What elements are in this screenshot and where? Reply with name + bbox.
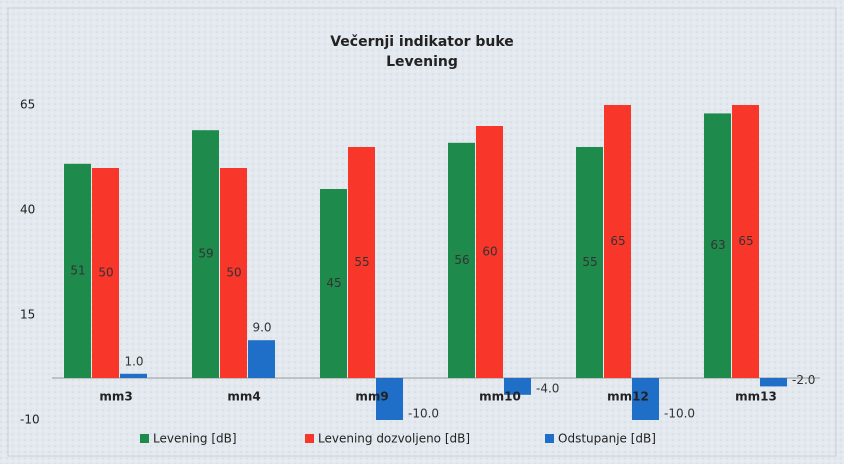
bar	[704, 113, 731, 379]
x-tick-label: mm3	[99, 390, 132, 404]
legend-swatch	[305, 434, 314, 443]
y-tick-label: 40	[20, 203, 35, 217]
data-label: 63	[710, 238, 725, 252]
y-tick-label: -10	[20, 413, 40, 427]
data-label: -10.0	[664, 407, 695, 421]
bar	[604, 105, 631, 378]
x-tick-label: mm12	[607, 390, 649, 404]
bar	[376, 378, 403, 420]
data-label: 45	[326, 276, 341, 290]
x-tick-label: mm10	[479, 390, 521, 404]
y-tick-label: 65	[20, 98, 35, 112]
y-tick-label: 15	[20, 308, 35, 322]
data-label: -4.0	[536, 381, 559, 395]
data-label: -2.0	[792, 373, 815, 387]
data-label: 55	[354, 255, 369, 269]
data-label: 55	[582, 255, 597, 269]
x-tick-label: mm9	[355, 390, 388, 404]
bar	[192, 130, 219, 378]
bar	[64, 163, 91, 378]
x-tick-label: mm4	[227, 390, 260, 404]
data-label: 60	[482, 245, 497, 259]
data-label: 59	[198, 247, 213, 261]
data-label: 56	[454, 253, 469, 267]
bar	[320, 189, 347, 378]
x-tick-label: mm13	[735, 390, 777, 404]
data-label: 50	[226, 266, 241, 280]
legend-label: Levening [dB]	[153, 432, 237, 446]
legend-label: Levening dozvoljeno [dB]	[318, 432, 470, 446]
bar	[348, 147, 375, 378]
frame	[7, 7, 837, 457]
data-label: 51	[70, 263, 85, 277]
chart-title: Večernji indikator buke	[330, 34, 514, 50]
chart-subtitle: Levening	[386, 54, 458, 70]
data-label: 1.0	[124, 354, 143, 368]
data-label: 65	[738, 234, 753, 248]
bar	[632, 378, 659, 420]
bar	[732, 105, 759, 378]
bar	[220, 168, 247, 378]
bar	[576, 147, 603, 378]
bar	[760, 378, 787, 387]
bar	[120, 373, 147, 378]
data-label: 9.0	[252, 321, 271, 335]
legend-swatch	[545, 434, 554, 443]
bar	[92, 168, 119, 378]
bar	[248, 340, 275, 378]
data-label: -10.0	[408, 407, 439, 421]
bar	[476, 126, 503, 378]
bar	[504, 378, 531, 395]
legend-label: Odstupanje [dB]	[558, 432, 656, 446]
legend-swatch	[140, 434, 149, 443]
data-label: 50	[98, 266, 113, 280]
data-label: 65	[610, 234, 625, 248]
bar	[448, 142, 475, 378]
